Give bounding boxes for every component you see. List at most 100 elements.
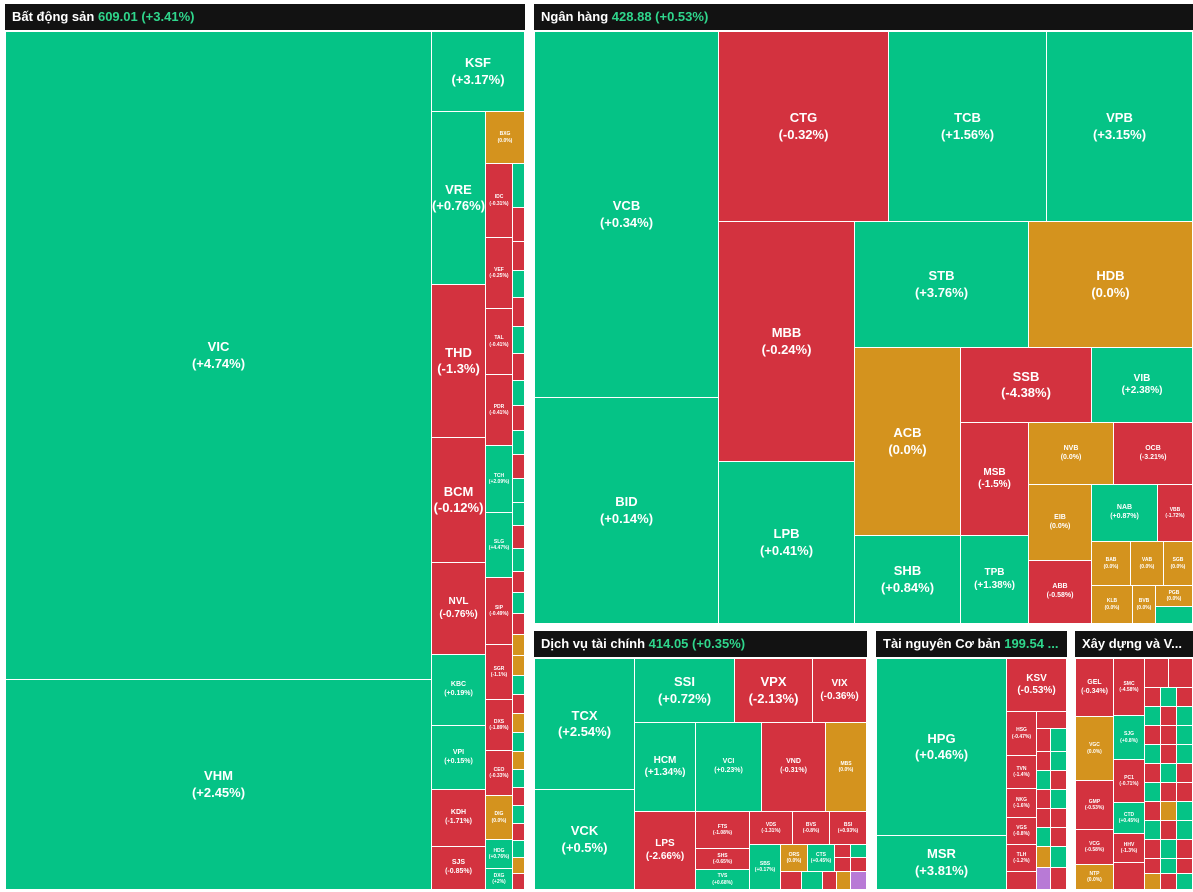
stock-tile[interactable]: VGS (-0.8%) xyxy=(1006,817,1037,845)
stock-tile[interactable] xyxy=(1176,873,1193,890)
stock-tile[interactable] xyxy=(1050,808,1067,828)
sector-header[interactable]: Bất động sản 609.01 (+3.41%) xyxy=(5,4,525,30)
stock-tile[interactable] xyxy=(1050,770,1067,790)
stock-tile[interactable]: KLB (0.0%) xyxy=(1091,585,1133,624)
stock-tile[interactable]: HDG (+0.76%) xyxy=(485,839,513,869)
stock-tile[interactable] xyxy=(1160,706,1177,726)
stock-tile[interactable] xyxy=(1176,839,1193,859)
stock-tile[interactable] xyxy=(1144,820,1161,840)
stock-tile[interactable]: VIC (+4.74%) xyxy=(5,31,432,680)
stock-tile[interactable]: NTP (0.0%) xyxy=(1075,864,1114,890)
stock-tile[interactable]: KSV (-0.53%) xyxy=(1006,658,1067,712)
stock-tile[interactable] xyxy=(850,857,867,872)
stock-tile[interactable]: BVS (-0.8%) xyxy=(792,811,830,845)
stock-tile[interactable]: VIB (+2.38%) xyxy=(1091,347,1193,423)
stock-tile[interactable]: CTG (-0.32%) xyxy=(718,31,889,222)
stock-tile[interactable] xyxy=(512,353,525,381)
stock-tile[interactable] xyxy=(1050,751,1067,771)
stock-tile[interactable] xyxy=(1036,827,1051,847)
stock-tile[interactable]: VCI (+0.23%) xyxy=(695,722,762,812)
stock-tile[interactable] xyxy=(1050,846,1067,868)
stock-tile[interactable]: KSF (+3.17%) xyxy=(431,31,525,112)
stock-tile[interactable]: SGR (-1.1%) xyxy=(485,644,513,700)
stock-tile[interactable]: TCX (+2.54%) xyxy=(534,658,635,790)
stock-tile[interactable] xyxy=(512,613,525,635)
stock-tile[interactable] xyxy=(1160,687,1177,707)
stock-tile[interactable] xyxy=(512,326,525,354)
stock-tile[interactable] xyxy=(1176,782,1193,802)
stock-tile[interactable]: FTS (-1.08%) xyxy=(695,811,750,849)
stock-tile[interactable]: BID (+0.14%) xyxy=(534,397,719,624)
stock-tile[interactable]: ACB (0.0%) xyxy=(854,347,961,536)
stock-tile[interactable] xyxy=(512,297,525,327)
stock-tile[interactable]: HDB (0.0%) xyxy=(1028,221,1193,348)
stock-tile[interactable] xyxy=(1006,871,1037,890)
stock-tile[interactable] xyxy=(780,871,802,890)
stock-tile[interactable]: SIP (-0.49%) xyxy=(485,577,513,645)
stock-tile[interactable] xyxy=(1144,801,1161,821)
stock-tile[interactable] xyxy=(1144,687,1161,707)
stock-tile[interactable] xyxy=(1160,782,1177,802)
stock-tile[interactable]: VHM (+2.45%) xyxy=(5,679,432,890)
stock-tile[interactable] xyxy=(1036,789,1051,809)
stock-tile[interactable]: LPB (+0.41%) xyxy=(718,461,855,624)
stock-tile[interactable] xyxy=(1144,725,1161,745)
stock-tile[interactable]: DXS (-1.89%) xyxy=(485,699,513,751)
stock-tile[interactable]: MSR (+3.81%) xyxy=(876,835,1007,890)
stock-tile[interactable]: SHS (-0.65%) xyxy=(695,848,750,870)
stock-tile[interactable]: HHV (-1.3%) xyxy=(1113,833,1145,863)
stock-tile[interactable] xyxy=(512,241,525,271)
stock-tile[interactable]: BCM (-0.12%) xyxy=(431,437,486,563)
stock-tile[interactable] xyxy=(512,840,525,858)
stock-tile[interactable] xyxy=(512,270,525,298)
stock-tile[interactable]: EIB (0.0%) xyxy=(1028,484,1092,561)
stock-tile[interactable]: HSG (-0.47%) xyxy=(1006,711,1037,756)
stock-tile[interactable] xyxy=(512,655,525,676)
stock-tile[interactable]: BAB (0.0%) xyxy=(1091,541,1131,586)
stock-tile[interactable]: VCG (-0.58%) xyxy=(1075,829,1114,865)
stock-tile[interactable] xyxy=(512,694,525,714)
stock-tile[interactable] xyxy=(1036,728,1051,752)
stock-tile[interactable] xyxy=(1144,839,1161,859)
stock-tile[interactable] xyxy=(512,675,525,695)
stock-tile[interactable] xyxy=(850,871,867,890)
stock-tile[interactable]: VRE (+0.76%) xyxy=(431,111,486,285)
stock-tile[interactable]: KBC (+0.19%) xyxy=(431,654,486,726)
stock-tile[interactable] xyxy=(1160,744,1177,764)
stock-tile[interactable]: DXG (+2%) xyxy=(485,868,513,890)
stock-tile[interactable]: VBB (-1.72%) xyxy=(1157,484,1193,542)
stock-tile[interactable] xyxy=(512,454,525,479)
sector-header[interactable]: Ngân hàng 428.88 (+0.53%) xyxy=(534,4,1193,30)
stock-tile[interactable] xyxy=(512,873,525,890)
stock-tile[interactable] xyxy=(801,871,823,890)
stock-tile[interactable] xyxy=(512,713,525,733)
stock-tile[interactable]: PDR (-0.41%) xyxy=(485,374,513,446)
stock-tile[interactable]: SSB (-4.38%) xyxy=(960,347,1092,423)
stock-tile[interactable] xyxy=(512,732,525,752)
stock-tile[interactable]: STB (+3.76%) xyxy=(854,221,1029,348)
stock-tile[interactable] xyxy=(512,823,525,841)
stock-tile[interactable]: SLG (+4.47%) xyxy=(485,512,513,578)
stock-tile[interactable]: NVL (-0.76%) xyxy=(431,562,486,655)
stock-tile[interactable] xyxy=(1144,744,1161,764)
stock-tile[interactable]: DIG (0.0%) xyxy=(485,795,513,840)
stock-tile[interactable]: MBS (0.0%) xyxy=(825,722,867,812)
stock-tile[interactable] xyxy=(850,844,867,858)
stock-tile[interactable] xyxy=(1036,751,1051,771)
stock-tile[interactable]: PC1 (-0.71%) xyxy=(1113,759,1145,803)
stock-tile[interactable] xyxy=(512,857,525,874)
stock-tile[interactable]: NAB (+0.87%) xyxy=(1091,484,1158,542)
stock-tile[interactable] xyxy=(512,163,525,208)
sector-header[interactable]: Tài nguyên Cơ bản 199.54 ... xyxy=(876,631,1067,657)
stock-tile[interactable] xyxy=(1168,658,1193,688)
stock-tile[interactable] xyxy=(1050,728,1067,752)
stock-tile[interactable]: VEF (-0.25%) xyxy=(485,237,513,309)
stock-tile[interactable]: TCH (+2.09%) xyxy=(485,445,513,513)
stock-tile[interactable] xyxy=(834,857,851,872)
stock-tile[interactable] xyxy=(512,380,525,406)
sector-header[interactable]: Dịch vụ tài chính 414.05 (+0.35%) xyxy=(534,631,867,657)
stock-tile[interactable]: VIX (-0.36%) xyxy=(812,658,867,723)
stock-tile[interactable] xyxy=(512,592,525,614)
stock-tile[interactable]: VPB (+3.15%) xyxy=(1046,31,1193,222)
stock-tile[interactable]: SBS (+0.17%) xyxy=(749,844,781,890)
